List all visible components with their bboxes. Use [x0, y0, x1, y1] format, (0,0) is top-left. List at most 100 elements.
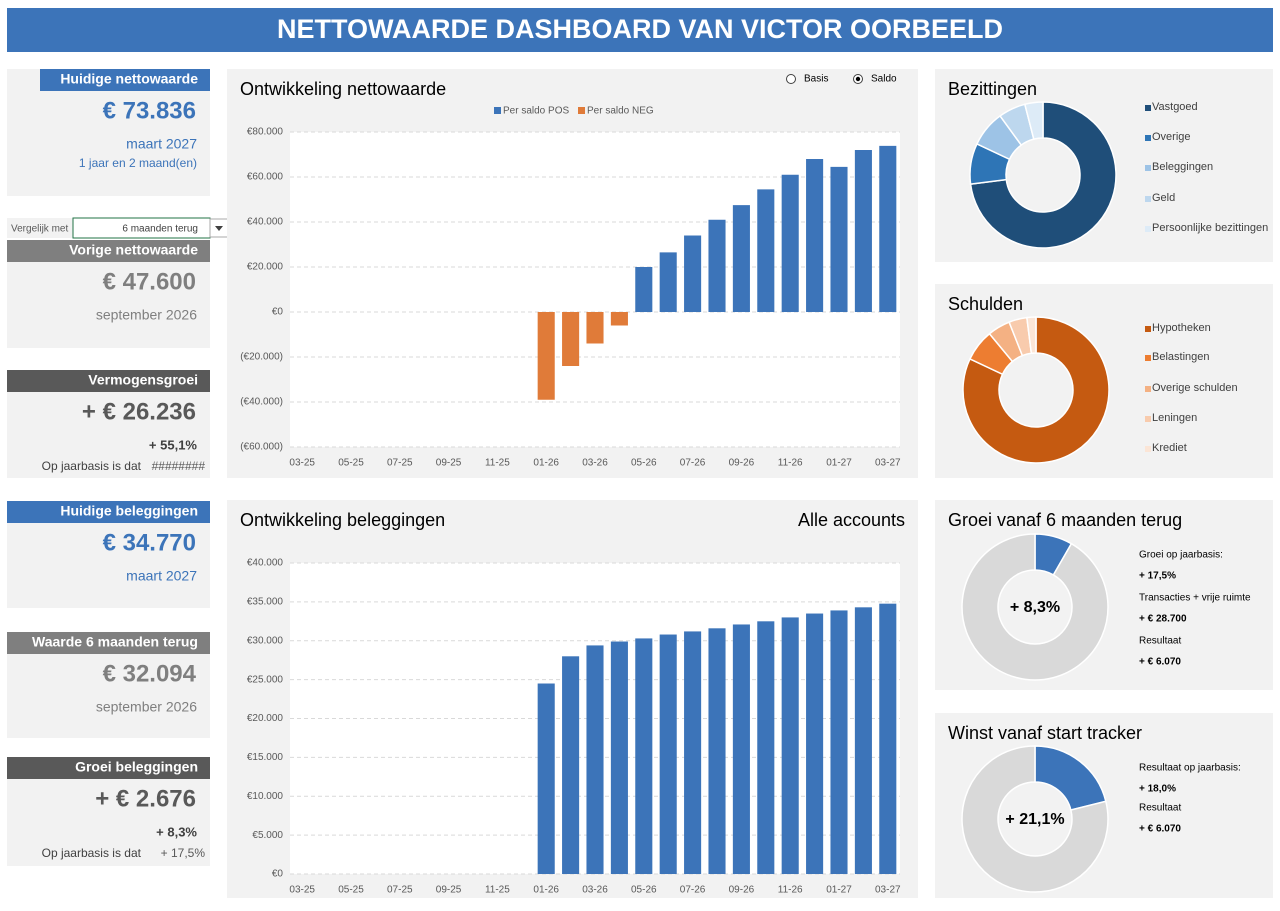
legend-label-box: Overige schulden — [1152, 382, 1238, 394]
x-tick-label: 07-26 — [680, 885, 706, 896]
legend-swatch — [1145, 196, 1151, 202]
x-tick-label: 01-27 — [826, 885, 852, 896]
legend-label-box: Belastingen — [1152, 351, 1210, 363]
chart-title: Ontwikkeling nettowaarde — [240, 79, 446, 99]
bar — [684, 631, 702, 874]
page-title: NETTOWAARDE DASHBOARD VAN VICTOR OORBEEL… — [277, 14, 1003, 44]
x-tick-label: 05-26 — [631, 885, 657, 896]
x-tick-label: 09-26 — [729, 885, 755, 896]
card-line: + 8,3% — [156, 824, 197, 839]
x-tick-label: 11-25 — [485, 885, 510, 896]
donut-slice — [1026, 316, 1037, 355]
note-value: + € 28.700 — [1139, 614, 1187, 625]
card-title: Waarde 6 maanden terug — [32, 634, 198, 650]
donut-slice — [961, 533, 1109, 681]
note-label: Resultaat — [1139, 803, 1181, 814]
radio-label[interactable]: Basis — [804, 74, 828, 85]
legend-label: Per saldo NEG — [587, 106, 654, 117]
bar — [830, 610, 848, 874]
legend-label-box: Beleggingen — [1152, 161, 1214, 173]
legend-swatch — [1145, 326, 1151, 332]
legend-label-box: Persoonlijke bezittingen — [1152, 222, 1269, 234]
card-title: Huidige nettowaarde — [60, 71, 198, 87]
bar — [806, 159, 824, 312]
center-label: + 21,1% — [1005, 811, 1064, 828]
note-label: Resultaat op jaarbasis: — [1139, 763, 1241, 774]
note-value: + 18,0% — [1139, 784, 1176, 795]
y-tick-label: €80.000 — [247, 127, 284, 138]
bar — [879, 603, 897, 874]
x-tick-label: 07-25 — [387, 885, 413, 896]
legend-label: Persoonlijke bezittingen — [1152, 222, 1269, 234]
card-title-bar — [7, 632, 210, 654]
note-label: Transacties + vrije ruimte — [1139, 593, 1251, 604]
x-tick-label: 09-25 — [436, 885, 462, 896]
x-tick-label: 03-26 — [582, 458, 608, 469]
radio-button[interactable] — [786, 74, 796, 84]
card-value: + € 26.236 — [82, 398, 196, 425]
bar — [854, 607, 872, 874]
y-tick-label: €25.000 — [247, 674, 284, 685]
y-tick-label: €5.000 — [252, 830, 283, 841]
x-tick-label: 11-26 — [778, 458, 803, 469]
x-tick-label: 01-26 — [533, 458, 559, 469]
center-label: + 8,3% — [1010, 599, 1060, 616]
card-title-bar — [40, 69, 210, 91]
bar — [830, 166, 848, 312]
bar — [635, 638, 653, 874]
x-tick-label: 03-26 — [582, 885, 608, 896]
dropdown-arrow — [215, 226, 223, 231]
legend-label: Krediet — [1152, 442, 1187, 454]
card-title: Huidige beleggingen — [60, 503, 198, 519]
bar — [708, 628, 726, 874]
bar — [659, 634, 677, 874]
bar — [659, 252, 677, 312]
footnote-label: Op jaarbasis is dat — [42, 846, 142, 860]
legend-swatch — [494, 107, 501, 114]
x-tick-label: 05-26 — [631, 458, 657, 469]
legend-label: Vastgoed — [1152, 101, 1198, 113]
card-value: € 73.836 — [103, 97, 196, 124]
card-title-bar — [7, 370, 210, 392]
legend-swatch — [1145, 165, 1151, 171]
x-tick-label: 07-26 — [680, 458, 706, 469]
x-tick-label: 05-25 — [338, 885, 364, 896]
bar — [757, 189, 775, 312]
donut-slice — [962, 316, 1110, 464]
legend-label-box: Hypotheken — [1152, 322, 1211, 334]
x-tick-label: 07-25 — [387, 458, 413, 469]
bar — [708, 219, 726, 312]
x-tick-label: 11-25 — [485, 458, 510, 469]
bar — [635, 267, 653, 312]
bar — [537, 312, 555, 400]
legend-swatch — [1145, 386, 1151, 392]
card-line: september 2026 — [96, 307, 197, 323]
radio-label[interactable]: Saldo — [871, 74, 897, 85]
bar — [610, 312, 628, 326]
compare-selected[interactable]: 6 maanden terug — [122, 224, 198, 235]
y-tick-label: €60.000 — [247, 172, 284, 183]
legend-swatch — [1145, 135, 1151, 141]
legend-label: Hypotheken — [1152, 322, 1211, 334]
legend-swatch — [1145, 105, 1151, 111]
x-tick-label: 11-26 — [778, 885, 803, 896]
y-tick-label: €40.000 — [247, 558, 284, 569]
bar — [610, 641, 628, 874]
legend-label: Beleggingen — [1152, 161, 1214, 173]
x-tick-label: 03-25 — [289, 458, 315, 469]
footnote-value: + 17,5% — [161, 846, 206, 860]
note-value: + 17,5% — [1139, 571, 1176, 582]
card-title-bar — [7, 240, 210, 262]
note-value: + € 6.070 — [1139, 824, 1181, 835]
legend-label: Geld — [1152, 192, 1176, 204]
legend-swatch — [1145, 355, 1151, 361]
footnote-value: ######## — [152, 459, 206, 473]
legend-label: Overige — [1152, 131, 1191, 143]
legend-swatch — [1145, 226, 1151, 232]
card-line: september 2026 — [96, 699, 197, 715]
legend-label-box: Leningen — [1152, 412, 1197, 424]
chart-title: Schulden — [948, 294, 1023, 314]
x-tick-label: 05-25 — [338, 458, 364, 469]
card-value: + € 2.676 — [95, 785, 196, 812]
bar — [732, 624, 750, 874]
